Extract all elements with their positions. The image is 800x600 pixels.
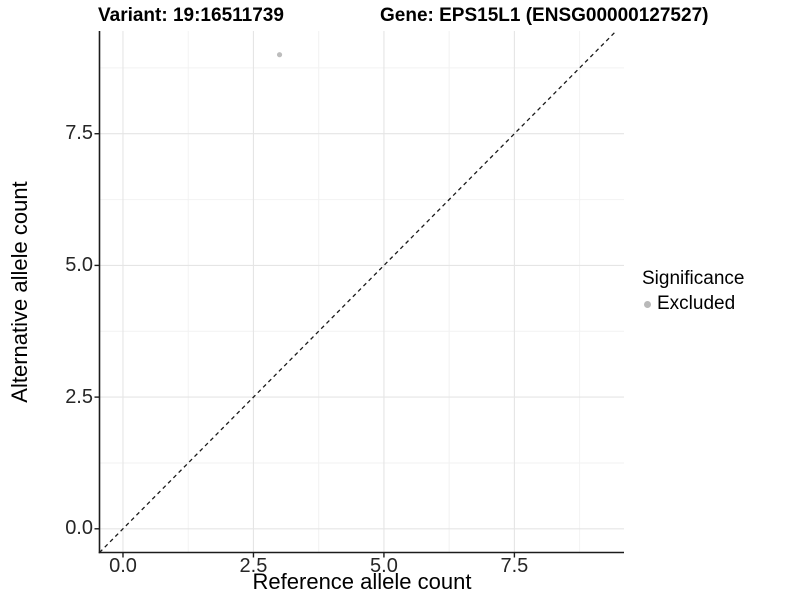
identity-reference-line	[99, 30, 617, 553]
legend-item-label: Excluded	[657, 293, 736, 314]
excluded-point-swatch-icon	[644, 300, 651, 308]
x-tick-label: 7.5	[500, 555, 529, 577]
y-tick-label: 7.5	[65, 122, 93, 145]
y-tick-label: 5.0	[65, 253, 93, 276]
x-tick-label: 0.0	[109, 555, 137, 577]
data-point-excluded	[276, 52, 283, 58]
legend-item-excluded: Excluded	[642, 293, 744, 315]
plot-title-gene: Gene: EPS15L1 (ENSG00000127527)	[380, 5, 709, 26]
x-tick-label: 2.5	[239, 555, 268, 577]
x-axis-title: Reference allele count	[252, 569, 472, 594]
y-tick-label: 2.5	[65, 385, 93, 408]
y-tick-label: 0.0	[65, 517, 93, 540]
legend-title: Significance	[642, 268, 745, 289]
legend: Significance Excluded	[642, 268, 744, 315]
x-tick-label: 5.0	[370, 555, 398, 577]
plot-title-variant: Variant: 19:16511739	[98, 5, 284, 26]
